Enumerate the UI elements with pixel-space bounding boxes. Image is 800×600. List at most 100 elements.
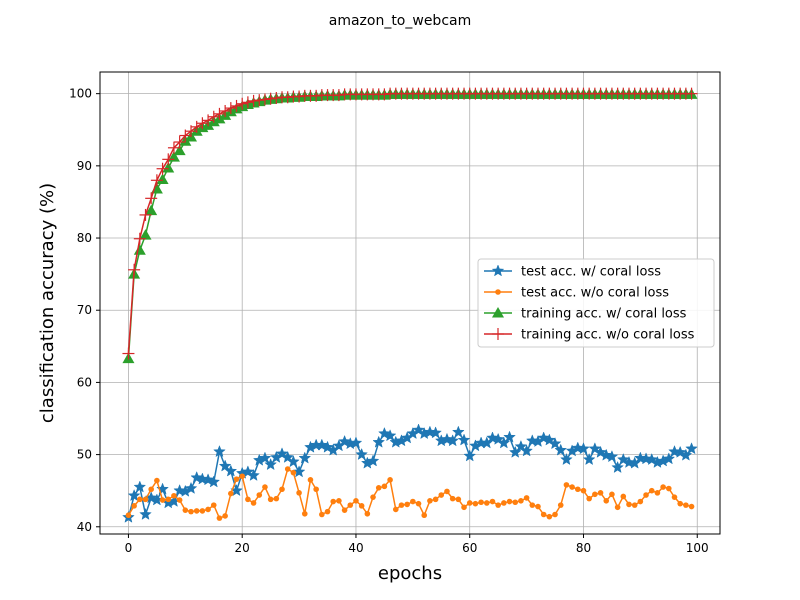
data-point <box>358 503 365 509</box>
data-point <box>219 104 232 117</box>
data-point <box>592 491 598 498</box>
data-point <box>216 515 223 521</box>
data-point <box>349 436 363 449</box>
data-point <box>512 499 519 506</box>
x-axis-label: epochs <box>378 563 442 584</box>
data-point <box>478 499 484 506</box>
data-point <box>410 498 416 505</box>
data-point <box>597 490 604 496</box>
data-point <box>451 425 465 438</box>
plot-frame <box>99 71 721 535</box>
data-point <box>154 477 160 484</box>
data-point <box>284 466 291 472</box>
legend-label: training acc. w/ coral loss <box>521 307 687 322</box>
data-point <box>224 102 237 115</box>
data-point <box>296 490 302 496</box>
data-point <box>256 492 263 498</box>
data-point <box>313 486 319 493</box>
data-point <box>375 485 382 491</box>
data-point <box>131 503 137 509</box>
data-point <box>569 484 575 490</box>
x-tick-label: 40 <box>348 541 363 555</box>
data-point <box>150 174 163 187</box>
data-point <box>279 486 285 493</box>
data-point <box>241 465 255 478</box>
chart-title: amazon_to_webcam <box>329 13 472 29</box>
x-tick-label: 80 <box>576 541 591 555</box>
data-point <box>167 141 180 154</box>
data-point <box>497 436 511 449</box>
legend-label: test acc. w/o coral loss <box>521 286 669 301</box>
data-point <box>275 447 289 460</box>
data-point <box>523 495 530 501</box>
data-point <box>133 480 147 493</box>
data-point <box>683 502 689 508</box>
data-point <box>162 162 175 173</box>
y-tick-label: 100 <box>69 87 92 101</box>
legend-entry: training acc. w/ coral loss <box>484 307 687 322</box>
data-point <box>588 442 602 455</box>
data-point <box>580 487 587 494</box>
data-point <box>258 93 271 106</box>
data-point <box>645 452 659 466</box>
data-point <box>165 496 172 503</box>
data-point <box>245 496 251 503</box>
data-point <box>404 501 410 508</box>
x-tick-label: 100 <box>686 541 709 555</box>
data-point <box>145 204 158 216</box>
data-point <box>542 433 556 446</box>
data-point <box>156 162 169 175</box>
data-point <box>267 496 274 503</box>
data-point <box>332 89 345 102</box>
data-point <box>127 489 141 502</box>
data-point <box>506 498 513 505</box>
data-point <box>463 449 477 462</box>
data-point <box>548 437 562 450</box>
data-point <box>162 153 175 166</box>
data-point <box>233 476 240 482</box>
data-point <box>574 486 581 493</box>
data-point <box>535 503 541 510</box>
data-point <box>603 497 610 504</box>
data-point <box>236 97 249 110</box>
data-point <box>355 447 369 461</box>
data-point <box>142 496 149 503</box>
data-point <box>554 443 568 456</box>
data-point <box>495 502 501 508</box>
legend-entry: test acc. w/o coral loss <box>484 286 669 301</box>
y-tick-label: 60 <box>77 375 92 389</box>
series-line <box>127 467 692 520</box>
data-point <box>247 468 260 481</box>
data-point <box>338 434 351 448</box>
data-point <box>503 430 516 443</box>
data-point <box>472 500 479 507</box>
data-point <box>546 513 553 520</box>
data-point <box>228 490 234 497</box>
data-point <box>290 469 297 476</box>
data-point <box>489 498 496 505</box>
data-point <box>412 423 425 436</box>
data-point <box>287 455 300 468</box>
data-point <box>298 451 312 464</box>
x-tick-label: 60 <box>462 541 477 555</box>
data-point <box>594 445 607 458</box>
y-tick-label: 70 <box>77 303 92 317</box>
data-point <box>315 438 329 451</box>
data-point <box>293 90 306 103</box>
data-point <box>139 208 152 221</box>
data-point <box>563 482 570 488</box>
data-point <box>372 435 386 448</box>
data-point <box>133 232 146 245</box>
data-point <box>429 426 442 439</box>
data-point <box>199 508 206 514</box>
legend-marker <box>495 289 501 295</box>
y-tick-label: 50 <box>77 448 92 462</box>
data-point <box>381 483 388 490</box>
data-point <box>262 484 268 490</box>
data-point <box>250 500 257 506</box>
data-point <box>173 136 186 149</box>
data-point <box>330 498 337 505</box>
data-point <box>210 502 217 508</box>
data-point <box>560 452 573 466</box>
